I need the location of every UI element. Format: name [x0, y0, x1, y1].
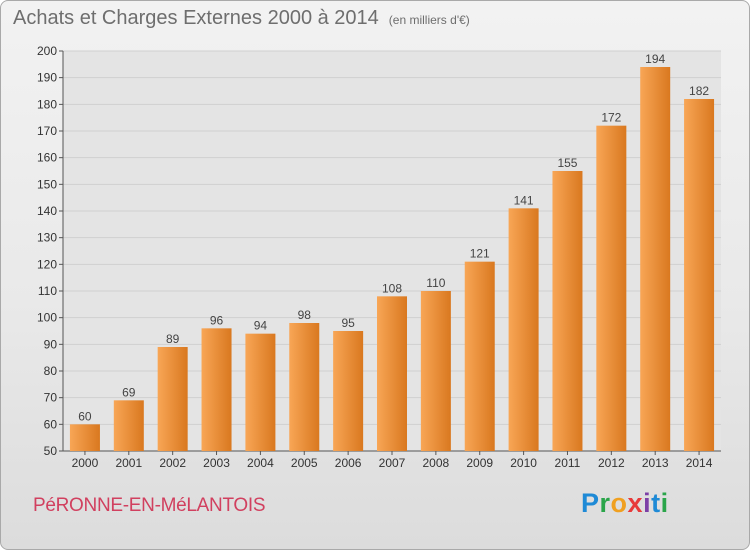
bar [289, 323, 320, 451]
x-tick-label: 2008 [423, 456, 450, 470]
bar [552, 171, 583, 451]
y-tick-label: 100 [37, 311, 57, 325]
chart-unit: (en milliers d'€) [388, 13, 470, 27]
bar [245, 333, 276, 451]
y-tick-label: 180 [37, 97, 57, 111]
x-tick-label: 2003 [203, 456, 230, 470]
data-label: 194 [645, 52, 665, 66]
y-tick-label: 130 [37, 231, 57, 245]
y-tick-label: 50 [44, 444, 58, 458]
bar [640, 67, 671, 451]
y-tick-label: 60 [44, 417, 58, 431]
x-tick-label: 2004 [247, 456, 274, 470]
y-tick-label: 170 [37, 124, 57, 138]
y-tick-label: 150 [37, 177, 57, 191]
bar [508, 208, 539, 451]
data-label: 60 [78, 409, 92, 423]
bar [333, 331, 364, 451]
logo-letter: i [660, 488, 669, 518]
bar [596, 125, 627, 452]
x-tick-label: 2002 [159, 456, 186, 470]
chart-title: Achats et Charges Externes 2000 à 2014 (e… [13, 7, 470, 30]
bar [420, 291, 451, 451]
bar [377, 296, 407, 451]
data-label: 89 [166, 332, 180, 346]
data-label: 182 [689, 84, 709, 98]
x-tick-label: 2009 [466, 456, 493, 470]
logo-letter: t [651, 488, 661, 518]
data-label: 141 [514, 193, 534, 207]
bar [113, 400, 144, 451]
data-label: 69 [122, 385, 136, 399]
logo-letter: x [627, 488, 644, 518]
x-tick-label: 2013 [642, 456, 669, 470]
y-tick-label: 90 [44, 337, 58, 351]
bar [464, 261, 495, 451]
y-tick-label: 120 [37, 257, 57, 271]
data-label: 95 [341, 316, 355, 330]
data-label: 155 [557, 156, 577, 170]
proxiti-logo[interactable]: Proxiti [581, 488, 669, 519]
bar [157, 347, 188, 451]
bar [684, 99, 715, 451]
data-label: 96 [210, 313, 224, 327]
y-tick-label: 70 [44, 391, 58, 405]
bar [201, 328, 232, 451]
data-label: 172 [601, 111, 621, 125]
y-tick-label: 190 [37, 71, 57, 85]
bar [69, 424, 100, 451]
data-label: 121 [470, 247, 490, 261]
data-label: 98 [298, 308, 312, 322]
logo-letter: P [581, 488, 600, 518]
x-tick-label: 2011 [555, 456, 581, 470]
x-tick-label: 2007 [379, 456, 406, 470]
x-tick-label: 2010 [510, 456, 537, 470]
data-label: 94 [254, 319, 268, 333]
y-tick-label: 160 [37, 151, 57, 165]
data-label: 110 [426, 276, 445, 290]
commune-name: PéRONNE-EN-MéLANTOIS [33, 495, 266, 516]
y-tick-label: 110 [38, 284, 57, 298]
x-tick-label: 2001 [115, 456, 142, 470]
logo-letter: o [610, 488, 628, 518]
y-tick-label: 140 [37, 204, 57, 218]
x-tick-label: 2012 [598, 456, 625, 470]
x-tick-label: 2006 [335, 456, 362, 470]
x-tick-label: 2000 [72, 456, 99, 470]
y-tick-label: 80 [44, 364, 58, 378]
x-tick-label: 2005 [291, 456, 318, 470]
data-label: 108 [382, 281, 402, 295]
chart-title-text: Achats et Charges Externes 2000 à 2014 [13, 7, 379, 29]
logo-letter: i [643, 488, 652, 518]
x-tick-label: 2014 [686, 456, 713, 470]
y-tick-label: 200 [37, 44, 57, 58]
logo-letter: r [599, 488, 611, 518]
